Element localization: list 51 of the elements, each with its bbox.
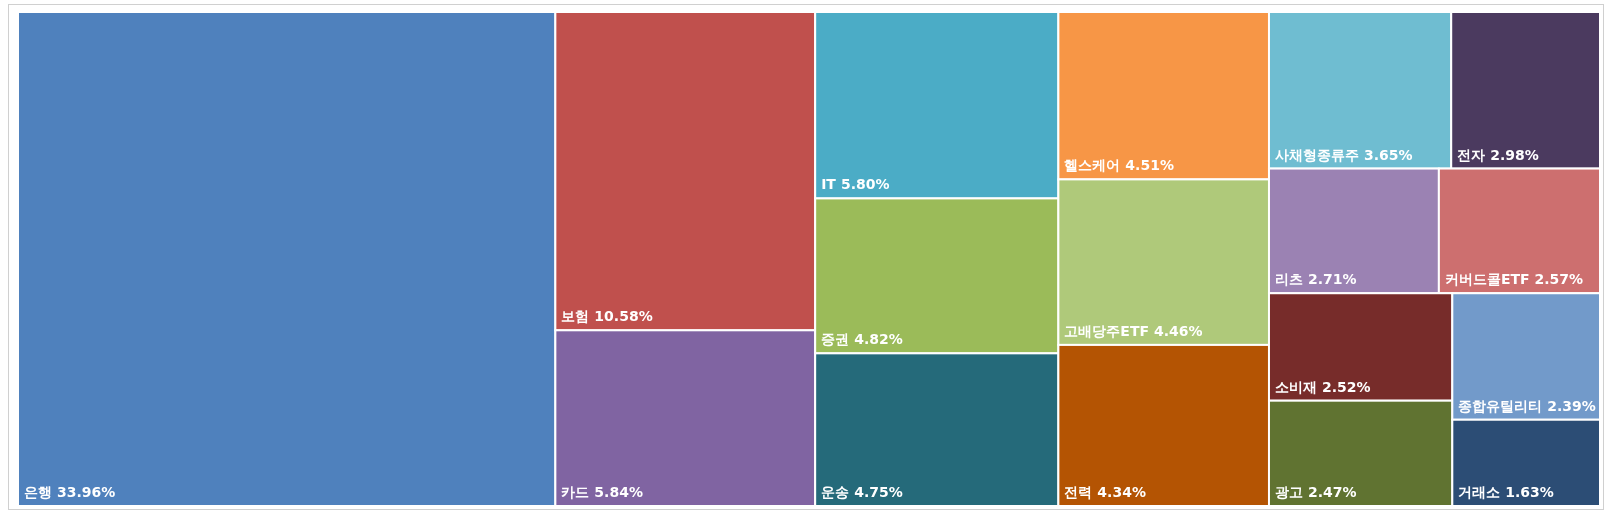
- data-label: 2.52%: [1321, 378, 1371, 395]
- cell: 사채형종류주 3.65%: [1268, 11, 1453, 170]
- cell: 보험 10.58%: [554, 11, 817, 332]
- cell: 전자 2.98%: [1450, 11, 1601, 170]
- cell: 종합유틸리티 2.39%: [1451, 292, 1601, 421]
- data-label: 1.63%: [1505, 484, 1554, 500]
- category-label: 전자: [1457, 146, 1486, 163]
- data-label: 10.58%: [594, 308, 653, 325]
- category-label: 커버드콜ETF: [1444, 271, 1530, 288]
- category-label: IT: [821, 176, 837, 193]
- data-label: 2.39%: [1547, 397, 1596, 414]
- category-label: 소비재: [1274, 378, 1317, 395]
- cell: 은행 33.96%: [17, 11, 557, 507]
- category-label: 사채형종류주: [1274, 146, 1359, 163]
- category-label: 헬스케어: [1064, 157, 1121, 174]
- category-label: 광고: [1274, 484, 1303, 500]
- cell: 운송 4.75%: [814, 352, 1060, 507]
- cell: 광고 2.47%: [1268, 399, 1454, 507]
- data-label: 2.71%: [1307, 271, 1357, 288]
- category-label: 운송: [821, 484, 850, 500]
- category-label: 고배당주ETF: [1064, 322, 1150, 339]
- data-label: 4.82%: [854, 331, 903, 348]
- cell: 증권 4.82%: [814, 197, 1060, 355]
- category-label: 거래소: [1458, 484, 1501, 500]
- data-label: 3.65%: [1363, 146, 1413, 163]
- category-label: 종합유틸리티: [1458, 397, 1543, 414]
- cell: 헬스케어 4.51%: [1057, 11, 1270, 181]
- data-label: 2.57%: [1534, 271, 1584, 288]
- category-label: 은행: [24, 484, 52, 500]
- category-label: 리츠: [1274, 271, 1303, 288]
- cell: 커버드콜ETF 2.57%: [1437, 167, 1601, 295]
- category-label: 전력: [1064, 484, 1093, 500]
- data-label: 4.75%: [854, 484, 903, 500]
- cell: 리츠 2.71%: [1268, 167, 1440, 295]
- cell: IT 5.80%: [814, 11, 1060, 200]
- data-label: 4.51%: [1125, 157, 1174, 174]
- data-label: 33.96%: [57, 484, 116, 500]
- data-label: 5.84%: [594, 484, 643, 500]
- data-label: 4.46%: [1154, 322, 1203, 339]
- data-label: 5.80%: [840, 176, 890, 193]
- data-label: 2.98%: [1490, 146, 1539, 163]
- category-label: 보험: [561, 308, 590, 325]
- data-label: 4.34%: [1097, 484, 1146, 500]
- data-label: 2.47%: [1307, 484, 1357, 500]
- cell: 카드 5.84%: [554, 329, 817, 507]
- cell: 거래소 1.63%: [1451, 418, 1601, 507]
- cell: 고배당주ETF 4.46%: [1057, 178, 1270, 346]
- cell: 전력 4.34%: [1057, 343, 1270, 507]
- cell: 소비재 2.52%: [1268, 292, 1454, 402]
- category-label: 증권: [821, 331, 850, 348]
- category-label: 카드: [561, 484, 590, 500]
